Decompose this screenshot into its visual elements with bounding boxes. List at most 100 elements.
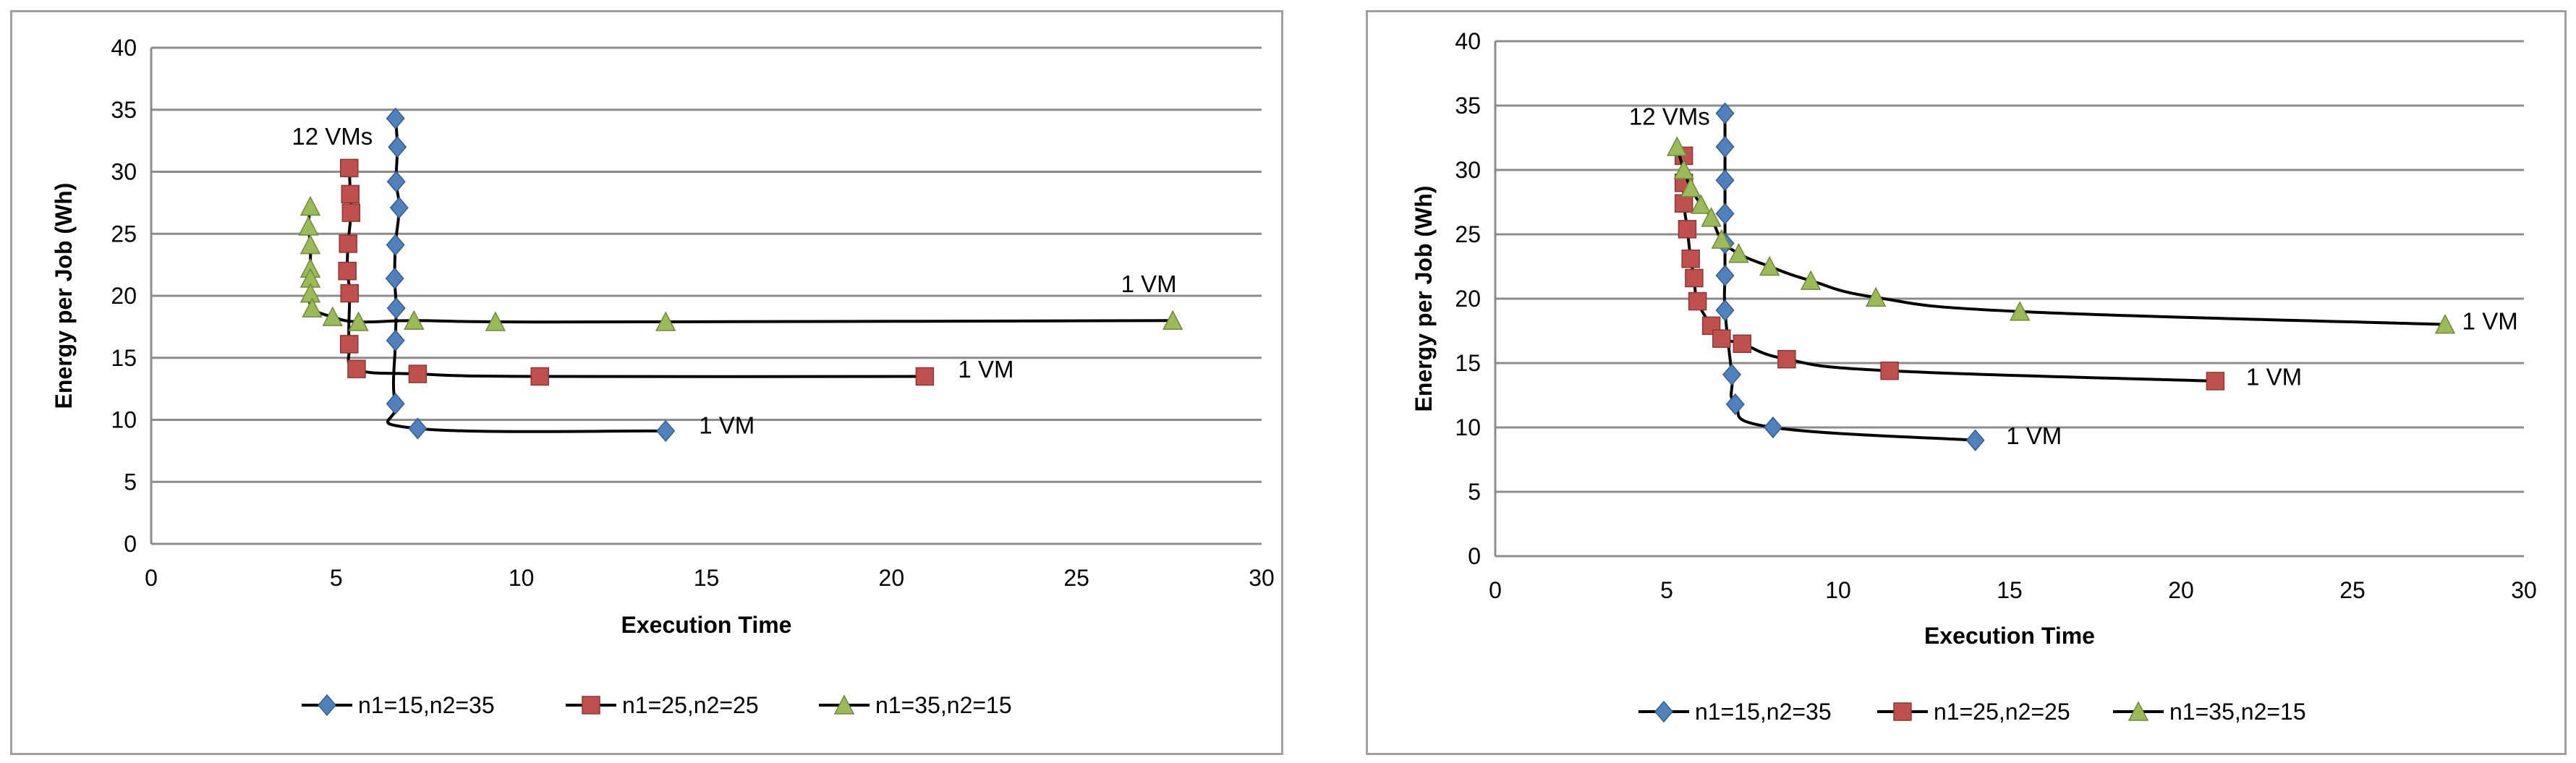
left-chart-legend-marker <box>318 694 336 717</box>
left-chart-y-tick-label: 25 <box>111 221 137 247</box>
left-chart-x-tick-labels: 0 5 10 15 20 25 30 <box>145 565 1275 591</box>
left-chart-x-axis-title: Execution Time <box>621 612 792 638</box>
left-chart-y-tick-labels: 0 5 10 15 20 25 30 35 40 <box>111 35 137 557</box>
right-chart-legend-label: n1=35,n2=15 <box>2169 699 2306 725</box>
left-chart-series-1 <box>385 107 676 443</box>
left-chart-data-point <box>341 203 361 222</box>
left-chart-series-line <box>386 118 666 433</box>
chart-left-svg: 0 5 10 15 20 25 30 35 40 0 5 10 15 20 25 30 Execution Ti… <box>51 35 1275 718</box>
right-chart-y-tick-label: 25 <box>1455 221 1481 247</box>
left-chart-data-point <box>485 311 506 331</box>
left-chart-data-point <box>348 311 369 331</box>
left-chart-legend-marker <box>582 696 600 715</box>
right-chart-annotation: 1 VM <box>2246 363 2302 390</box>
left-chart-annotation: 12 VMs <box>292 123 373 150</box>
left-chart-data-point <box>386 329 405 351</box>
left-chart-legend-label: n1=25,n2=25 <box>622 692 759 718</box>
right-chart-data-point <box>1666 136 1688 156</box>
right-chart-data-point <box>1715 169 1735 192</box>
right-chart-annotation: 1 VM <box>2006 422 2062 449</box>
right-chart-data-point <box>1711 229 1733 249</box>
left-chart-data-point <box>408 365 428 383</box>
right-chart-data-point <box>1691 194 1712 214</box>
left-chart-x-tick-label: 0 <box>145 565 158 591</box>
right-chart-legend: n1=15,n2=35 n1=25,n2=25 n1=35,n2=15 <box>1638 699 2306 725</box>
left-chart-data-point <box>385 267 404 290</box>
right-chart-data-point <box>1880 361 1899 380</box>
right-chart-data-point <box>1680 177 1701 197</box>
right-chart-y-tick-labels: 0 5 10 15 20 25 30 35 40 <box>1455 28 1481 569</box>
right-chart-data-point <box>1728 243 1749 263</box>
left-chart-legend-item: n1=35,n2=15 <box>819 692 1012 718</box>
left-chart-x-tick-label: 10 <box>509 565 535 591</box>
right-chart-data-point <box>1701 207 1722 227</box>
right-chart-x-tick-label: 20 <box>2168 577 2194 603</box>
right-chart-x-tick-label: 15 <box>1997 577 2023 603</box>
left-chart-data-point <box>404 310 425 331</box>
right-chart-legend-item: n1=25,n2=25 <box>1877 699 2070 725</box>
right-chart-data-point <box>1763 416 1782 439</box>
right-chart-y-axis-title: Energy per Job (Wh) <box>1411 186 1437 412</box>
right-chart-y-tick-label: 30 <box>1455 157 1481 183</box>
right-chart-data-point <box>2206 372 2225 391</box>
right-chart-x-tick-label: 0 <box>1489 577 1502 603</box>
right-chart-data-point <box>1688 291 1707 311</box>
left-chart-series-2 <box>338 158 935 386</box>
right-chart-y-tick-label: 15 <box>1455 350 1481 376</box>
left-chart-data-point <box>915 367 935 386</box>
right-chart-data-point <box>1800 270 1822 290</box>
left-chart-data-point <box>339 158 359 178</box>
right-chart-data-point <box>1722 363 1742 386</box>
right-chart-legend-label: n1=25,n2=25 <box>1934 699 2070 725</box>
left-chart-x-tick-label: 30 <box>1249 565 1275 591</box>
right-chart-data-point <box>1965 429 1985 451</box>
left-chart-y-tick-label: 10 <box>111 407 137 433</box>
left-chart-data-point <box>530 367 549 386</box>
left-chart-data-point <box>389 197 409 219</box>
right-chart-data-point <box>1865 286 1887 307</box>
right-chart-legend-marker <box>1893 702 1912 721</box>
left-chart-data-point <box>299 195 321 216</box>
right-chart-gridlines <box>1495 40 2524 558</box>
right-chart-data-point <box>1715 102 1735 124</box>
left-chart-data-point <box>656 419 676 443</box>
right-chart-x-tick-label: 25 <box>2339 577 2365 603</box>
right-chart-x-tick-labels: 0 5 10 15 20 25 30 <box>1489 577 2537 603</box>
right-chart-data-point <box>1678 220 1697 239</box>
left-chart-x-tick-label: 15 <box>694 565 720 591</box>
left-chart-annotation: 1 VM <box>699 412 754 438</box>
left-chart-annotation: 1 VM <box>1121 270 1177 297</box>
right-chart-data-point <box>1685 268 1704 288</box>
right-chart-y-tick-label: 5 <box>1468 479 1481 505</box>
right-chart-legend-item: n1=15,n2=35 <box>1638 699 1832 725</box>
right-chart-y-tick-label: 10 <box>1455 414 1481 440</box>
right-chart-data-point <box>1715 203 1735 225</box>
left-chart-data-point <box>341 184 360 204</box>
right-chart-legend-marker <box>1654 700 1673 723</box>
left-chart-legend-marker <box>833 694 855 715</box>
left-chart-data-point <box>338 261 357 281</box>
left-chart-x-tick-label: 25 <box>1063 565 1089 591</box>
left-chart-data-point <box>386 234 405 256</box>
left-chart-legend-item: n1=15,n2=35 <box>302 692 495 718</box>
left-chart-annotation: 1 VM <box>958 356 1013 383</box>
right-chart-x-tick-label: 10 <box>1825 577 1851 603</box>
right-chart-y-tick-label: 35 <box>1455 93 1481 119</box>
left-chart-data-point <box>339 234 357 253</box>
left-chart-data-point <box>386 393 405 415</box>
chart-panel-right: 0 5 10 15 20 25 30 35 40 0 5 10 15 20 25 30 Execution Ti… <box>1366 10 2567 755</box>
left-chart-x-tick-label: 5 <box>330 565 343 591</box>
chart-panel-left: 0 5 10 15 20 25 30 35 40 0 5 10 15 20 25 30 Execution Ti… <box>10 10 1283 755</box>
left-chart-data-point <box>386 297 406 320</box>
right-chart-series-3 <box>1666 136 2456 334</box>
left-chart-data-point <box>655 311 676 331</box>
left-chart-data-point <box>1162 310 1183 331</box>
right-chart-annotations: 12 VMs 1 VM 1 VM 1 VM <box>1629 103 2518 449</box>
right-chart-data-point <box>1715 264 1735 287</box>
right-chart-annotation: 12 VMs <box>1629 103 1710 130</box>
left-chart-legend-label: n1=35,n2=15 <box>875 692 1012 718</box>
left-chart-y-tick-label: 30 <box>111 159 137 185</box>
left-chart-data-point <box>299 234 321 255</box>
right-chart-y-tick-label: 40 <box>1455 28 1481 54</box>
right-chart-y-tick-label: 20 <box>1455 286 1481 312</box>
